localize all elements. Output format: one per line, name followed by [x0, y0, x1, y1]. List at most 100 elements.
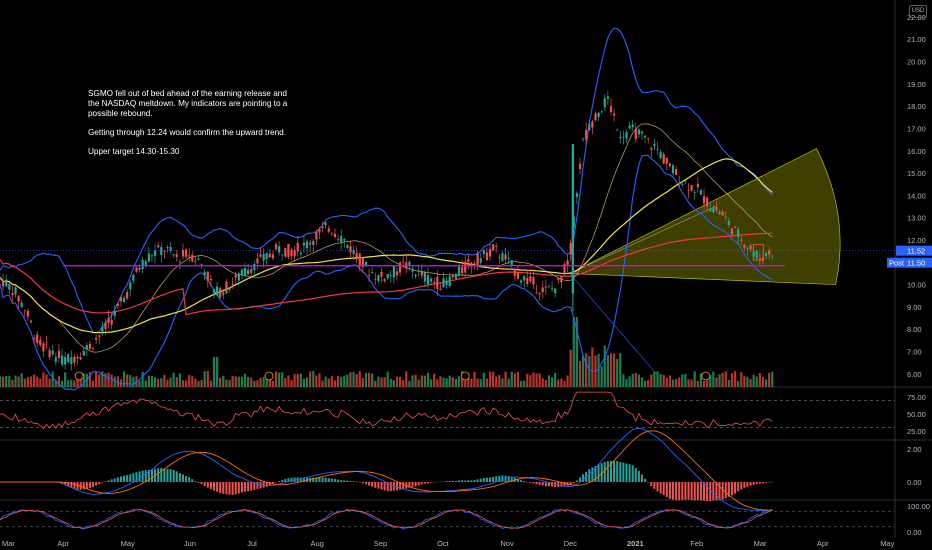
volume-bar [222, 375, 225, 387]
osc2-hist [116, 477, 119, 482]
time-tick-label: Jul [247, 539, 257, 548]
volume-bar [693, 371, 696, 387]
volume-bar [36, 376, 39, 387]
candle-body [14, 287, 17, 295]
osc2-hist [70, 482, 73, 489]
candle-body [504, 254, 507, 260]
earnings-marker-icon [264, 371, 274, 381]
osc2-hist [749, 482, 752, 486]
time-tick-label: Mar [754, 539, 767, 548]
candle-body [243, 268, 247, 276]
candle-body [113, 311, 116, 316]
volume-bar [206, 371, 209, 387]
osc2-hist [647, 482, 650, 483]
annotation-line-3: Upper target 14.30-15.30 [88, 147, 180, 156]
osc2-hist [299, 477, 302, 482]
candle-body [318, 229, 321, 233]
candle-body [547, 286, 551, 288]
volume-bar [312, 371, 315, 387]
osc2-hist [724, 482, 727, 499]
volume-bar [392, 380, 395, 387]
volume-bar [250, 377, 253, 387]
price-axis[interactable]: 22.0021.0020.0019.0018.0017.0016.0015.00… [887, 13, 932, 379]
candle-body [538, 293, 541, 295]
candle-body [45, 342, 48, 344]
osc2-hist [476, 479, 479, 482]
candle-body [374, 279, 377, 281]
osc2-hist [706, 482, 709, 502]
candle-body [26, 310, 30, 317]
osc2-hist [123, 475, 126, 482]
price-tick-label: 17.00 [907, 124, 926, 133]
volume-bar [0, 376, 2, 387]
osc2-hist [718, 482, 721, 500]
candle-body [755, 250, 758, 259]
osc2-hist [451, 480, 454, 482]
time-axis[interactable]: Mar Apr May Jun Jul Aug Sep Oct Nov Dec 2021 Feb Mar… [2, 539, 895, 548]
osc2-hist [389, 482, 392, 492]
volume-bar [265, 375, 268, 387]
candle-body [609, 106, 613, 112]
volume-bar [349, 372, 352, 387]
osc2-hist [768, 482, 771, 483]
candle-body [172, 254, 175, 256]
candle-body [622, 136, 625, 138]
volume-bar [616, 358, 619, 387]
volume-bar [510, 371, 513, 387]
volume-bar [464, 380, 467, 387]
osc2-hist [181, 474, 184, 482]
candle-body [771, 255, 774, 257]
candle-body [51, 350, 54, 355]
osc2-hist [625, 463, 628, 482]
earnings-marker-icon [74, 371, 84, 381]
volume-bar [321, 380, 324, 387]
volume-bar [761, 377, 765, 387]
volume-bar [141, 371, 144, 387]
candle-body [464, 261, 467, 273]
annotation-text: SGMO fell out of bed ahead of the earnin… [88, 89, 298, 166]
currency-badge[interactable]: USD [909, 5, 927, 18]
osc2-hist [368, 482, 371, 486]
volume-bar [690, 379, 693, 387]
osc2-hist [191, 479, 194, 482]
volume-bar [318, 373, 321, 387]
osc2-hist [560, 482, 563, 487]
candle-body [29, 320, 33, 323]
candle-body [2, 280, 5, 287]
candle-body [98, 335, 101, 337]
volume-bar [523, 380, 526, 387]
candle-body [309, 242, 312, 245]
volume-bar [473, 371, 476, 387]
candle-body [516, 272, 520, 279]
volume-bar [566, 375, 569, 387]
annotation-line-1: SGMO fell out of bed ahead of the earnin… [88, 89, 288, 118]
osc2-hist [330, 478, 333, 482]
volume-bar [569, 349, 572, 387]
osc2-hist [569, 482, 572, 485]
osc2-hist [740, 482, 743, 490]
osc2-hist [386, 482, 389, 492]
candle-body [408, 261, 411, 266]
time-tick-label: Mar [2, 539, 15, 548]
candle-body [284, 248, 287, 257]
candle-body [715, 206, 718, 211]
volume-bar [600, 366, 603, 387]
volume-bar [526, 373, 529, 387]
post-price-tag [887, 257, 932, 268]
candle-body [665, 157, 668, 164]
candle-body [709, 208, 712, 212]
candle-body [529, 276, 532, 282]
volume-bar [324, 376, 327, 387]
candle-body [271, 254, 275, 259]
volume-bar [259, 377, 262, 387]
candle-body [129, 282, 132, 290]
osc2-hist [302, 477, 305, 482]
volume-bar [516, 371, 520, 387]
osc2-hist [721, 482, 724, 500]
volume-bar [650, 374, 653, 387]
volume-bar [243, 373, 247, 387]
osc2-hist [92, 482, 95, 488]
volume-bar [550, 377, 554, 387]
candle-body [343, 239, 346, 241]
